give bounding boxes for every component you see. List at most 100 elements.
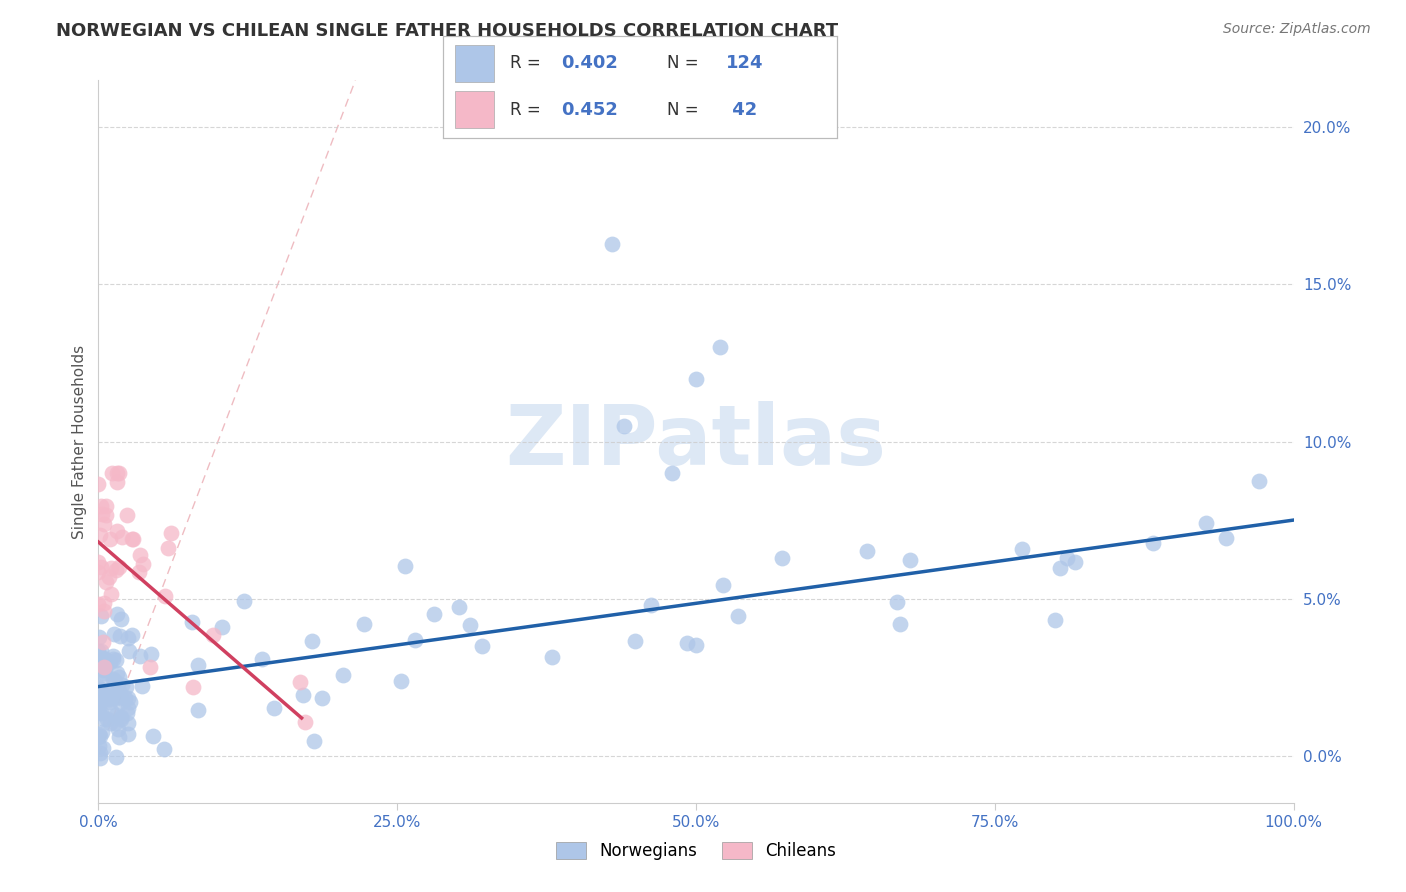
- Point: [132, 557, 155, 571]
- Point: [97, 690, 120, 705]
- Point: [100, 704, 122, 718]
- Point: [290, 674, 312, 689]
- Point: [110, 709, 132, 723]
- Point: [103, 627, 125, 641]
- Point: [93, 659, 115, 673]
- Text: R =: R =: [510, 101, 546, 119]
- Point: [98, 715, 121, 730]
- Point: [1194, 516, 1216, 530]
- Point: [332, 667, 354, 681]
- Point: [105, 524, 128, 539]
- Point: [105, 749, 128, 764]
- Point: [94, 659, 117, 673]
- Point: [87, 555, 110, 569]
- Point: [104, 716, 127, 731]
- Point: [117, 727, 139, 741]
- Point: [90, 644, 112, 658]
- Point: [311, 690, 333, 705]
- Point: [187, 657, 209, 672]
- Point: [107, 722, 129, 736]
- Point: [118, 644, 141, 658]
- Point: [89, 751, 111, 765]
- Point: [90, 560, 112, 574]
- Point: [94, 499, 117, 513]
- Text: N =: N =: [668, 101, 704, 119]
- Point: [711, 578, 734, 592]
- Point: [101, 649, 124, 664]
- Point: [101, 466, 124, 480]
- Point: [128, 566, 150, 580]
- Point: [292, 688, 315, 702]
- Point: [129, 548, 152, 562]
- Point: [97, 688, 120, 702]
- Point: [87, 680, 110, 694]
- Point: [100, 685, 122, 699]
- Point: [101, 672, 124, 686]
- Point: [105, 466, 128, 480]
- Point: [108, 670, 131, 684]
- Point: [157, 541, 180, 556]
- Point: [87, 731, 110, 745]
- Point: [100, 587, 122, 601]
- Y-axis label: Single Father Households: Single Father Households: [72, 344, 87, 539]
- Point: [94, 652, 117, 666]
- Point: [100, 532, 122, 546]
- Point: [93, 604, 115, 618]
- Point: [91, 635, 114, 649]
- Point: [423, 607, 446, 621]
- Point: [91, 692, 114, 706]
- Point: [898, 553, 921, 567]
- Point: [129, 648, 152, 663]
- Point: [111, 677, 134, 691]
- Point: [886, 594, 908, 608]
- Text: ZIPatlas: ZIPatlas: [506, 401, 886, 482]
- Point: [121, 533, 143, 547]
- Point: [624, 634, 647, 648]
- Point: [94, 673, 117, 687]
- Point: [114, 691, 136, 706]
- Point: [540, 649, 562, 664]
- Point: [104, 564, 127, 578]
- Text: 0.402: 0.402: [561, 54, 617, 72]
- Point: [90, 650, 112, 665]
- Point: [252, 651, 274, 665]
- Point: [108, 696, 131, 710]
- Point: [91, 508, 114, 522]
- Point: [100, 561, 122, 575]
- Point: [87, 683, 110, 698]
- Point: [1045, 613, 1067, 627]
- Point: [101, 688, 124, 702]
- Point: [1049, 561, 1071, 575]
- Point: [87, 692, 110, 706]
- Point: [121, 628, 143, 642]
- Point: [94, 575, 117, 590]
- Point: [91, 741, 114, 756]
- Point: [93, 516, 115, 531]
- Point: [889, 617, 911, 632]
- Point: [90, 684, 112, 698]
- Point: [100, 655, 122, 669]
- Point: [98, 692, 121, 706]
- Point: [640, 599, 662, 613]
- Point: [1215, 531, 1237, 545]
- Point: [115, 706, 138, 721]
- Point: [294, 714, 316, 729]
- Point: [87, 566, 110, 580]
- Point: [110, 611, 132, 625]
- Point: [107, 666, 129, 681]
- Point: [211, 620, 233, 634]
- Point: [87, 739, 110, 753]
- Point: [471, 639, 494, 653]
- Point: [87, 727, 110, 741]
- Point: [676, 635, 699, 649]
- Text: 0.452: 0.452: [561, 101, 617, 119]
- Point: [302, 734, 325, 748]
- Point: [89, 608, 111, 623]
- Point: [183, 681, 205, 695]
- Text: NORWEGIAN VS CHILEAN SINGLE FATHER HOUSEHOLDS CORRELATION CHART: NORWEGIAN VS CHILEAN SINGLE FATHER HOUSE…: [56, 22, 838, 40]
- Text: Source: ZipAtlas.com: Source: ZipAtlas.com: [1223, 22, 1371, 37]
- Point: [263, 701, 285, 715]
- Point: [87, 597, 110, 611]
- Point: [108, 466, 131, 480]
- Point: [685, 372, 707, 386]
